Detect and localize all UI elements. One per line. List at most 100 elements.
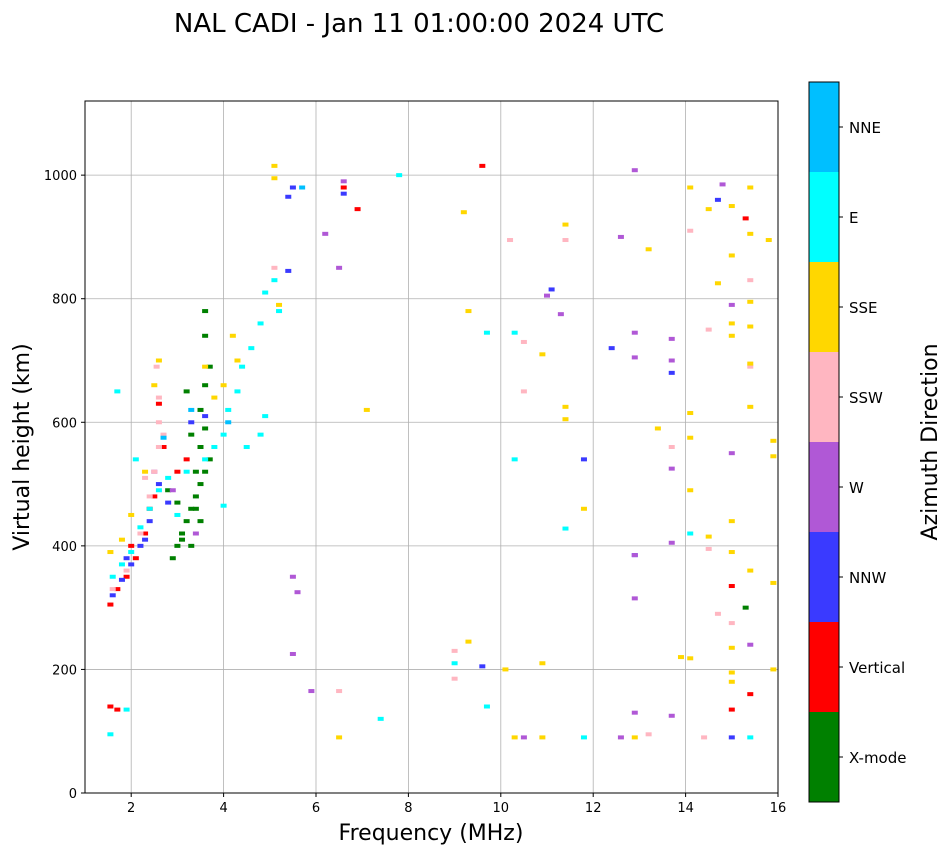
data-point xyxy=(714,281,721,286)
data-point xyxy=(747,299,754,304)
data-point xyxy=(155,488,162,493)
data-point xyxy=(211,445,218,449)
data-point xyxy=(192,469,199,474)
data-point xyxy=(544,293,550,298)
data-point xyxy=(257,432,264,437)
data-point xyxy=(183,469,190,474)
data-point xyxy=(107,550,114,555)
data-point xyxy=(687,656,694,661)
data-point xyxy=(174,543,181,548)
data-point xyxy=(687,488,694,493)
data-point xyxy=(668,466,675,471)
colorbar-tick-label: W xyxy=(849,479,864,497)
data-point xyxy=(770,438,777,443)
data-point xyxy=(146,519,153,524)
data-point xyxy=(202,333,209,338)
data-point xyxy=(520,339,527,344)
data-point xyxy=(192,494,199,499)
colorbar-segment xyxy=(809,82,839,172)
data-point xyxy=(155,482,162,487)
data-point xyxy=(183,519,190,524)
data-point xyxy=(197,519,204,524)
data-point xyxy=(220,503,227,508)
plot-frame xyxy=(84,100,779,794)
data-point xyxy=(128,550,135,555)
data-point xyxy=(483,704,490,709)
y-axis-ticks: 0 200 400 600 800 1000 xyxy=(44,169,85,802)
data-point xyxy=(479,664,486,669)
data-point xyxy=(153,364,160,369)
colorbar-label: Azimuth Direction xyxy=(918,343,943,540)
data-point xyxy=(197,482,204,487)
data-point xyxy=(142,531,149,536)
x-tick-label: 14 xyxy=(677,801,694,816)
data-point xyxy=(123,568,130,573)
data-point xyxy=(714,611,721,616)
data-point xyxy=(234,389,241,394)
data-point xyxy=(118,577,125,582)
data-point xyxy=(687,411,694,416)
colorbar-segment xyxy=(809,442,839,532)
data-point xyxy=(747,735,754,740)
data-point xyxy=(548,287,555,292)
data-point xyxy=(728,451,735,456)
data-point xyxy=(465,639,472,644)
data-point xyxy=(460,210,467,215)
data-point xyxy=(451,676,458,681)
y-tick-label: 400 xyxy=(52,540,77,555)
data-point xyxy=(747,568,754,573)
data-point xyxy=(396,173,403,178)
plot-area: 2 4 6 8 10 12 14 16 0 200 400 600 800 1000 xyxy=(44,100,786,816)
data-point xyxy=(747,361,754,366)
x-tick-label: 6 xyxy=(312,801,320,816)
data-point xyxy=(132,556,139,561)
data-point xyxy=(142,475,149,480)
data-point xyxy=(363,407,370,412)
data-point xyxy=(747,692,754,697)
data-point xyxy=(211,395,218,400)
data-point xyxy=(155,358,162,363)
data-point xyxy=(631,330,638,335)
data-point xyxy=(719,182,726,187)
data-point xyxy=(109,587,116,592)
data-point xyxy=(202,457,209,462)
data-point xyxy=(229,333,236,338)
data-points xyxy=(107,163,777,740)
data-point xyxy=(137,543,144,548)
data-point xyxy=(271,176,278,181)
data-point xyxy=(118,537,125,542)
data-point xyxy=(262,290,269,295)
data-point xyxy=(132,457,139,462)
x-axis-ticks: 2 4 6 8 10 12 14 16 xyxy=(127,793,786,816)
colorbar-tick-label: NNE xyxy=(849,119,881,137)
data-point xyxy=(562,238,569,243)
data-point xyxy=(668,336,675,341)
data-point xyxy=(562,222,569,227)
data-point xyxy=(114,389,121,394)
data-point xyxy=(188,432,195,437)
data-point xyxy=(271,278,278,283)
data-point xyxy=(562,404,569,409)
data-point xyxy=(188,407,195,412)
data-point xyxy=(580,506,587,511)
data-point xyxy=(174,469,181,474)
data-point xyxy=(747,364,754,369)
data-point xyxy=(179,537,186,542)
data-point xyxy=(654,426,661,431)
data-point xyxy=(705,207,712,212)
data-point xyxy=(728,679,735,684)
data-point xyxy=(511,457,518,462)
x-tick-label: 8 xyxy=(404,801,412,816)
data-point xyxy=(128,562,135,567)
data-point xyxy=(728,321,735,326)
data-point xyxy=(631,553,638,558)
data-point xyxy=(336,689,343,694)
data-point xyxy=(276,309,283,314)
x-tick-label: 2 xyxy=(127,801,135,816)
data-point xyxy=(668,370,675,375)
data-point xyxy=(747,404,754,409)
data-point xyxy=(202,469,209,474)
data-point xyxy=(160,432,167,437)
data-point xyxy=(742,216,749,221)
data-point xyxy=(183,389,190,394)
